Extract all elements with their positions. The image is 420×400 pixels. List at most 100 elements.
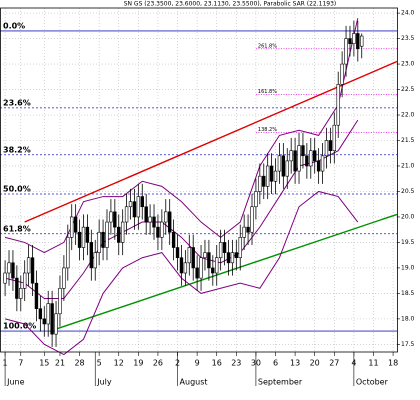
candle-body [7,262,11,274]
x-tick-label: 12 [114,359,124,368]
candle-body [332,124,336,151]
candle-body [289,150,293,162]
y-tick-label: 21.0 [401,162,415,169]
candle-body [42,318,46,325]
candle-body [167,211,172,233]
candle-body [309,150,313,167]
candle-body [93,252,97,269]
candle-body [101,231,105,248]
y-tick-label: 19.5 [401,239,415,246]
candle-body [312,150,317,162]
y-tick-label: 18.0 [401,315,415,322]
y-tick-label: 20.0 [401,213,415,220]
candle-body [38,308,43,320]
fib-label: 0.0% [3,21,25,30]
candle-body [97,231,101,253]
candle-body [203,252,207,259]
candle-body [120,221,125,243]
candle-body [113,211,117,228]
candle-body [199,257,203,279]
candle-body [26,257,31,274]
candle-body [117,226,121,243]
candle-body [70,216,74,238]
y-tick-label: 23.0 [401,61,415,68]
bollinger-band [4,18,359,254]
candle-body [46,303,50,325]
candle-body [11,262,15,279]
fib-label: 38.2% [3,145,31,154]
candle-body [336,84,340,126]
candle-body [89,242,94,269]
fib-label: 23.6% [3,98,31,107]
extension-label: 261.8% [258,43,277,49]
x-tick-label: 11 [368,359,378,368]
candle-body [281,155,286,177]
x-tick-label: 26 [153,359,163,368]
candle-body [301,145,305,157]
candle-body [246,226,250,233]
candle-body [328,140,333,151]
candle-body [320,155,325,172]
candle-body [148,216,152,223]
candle-body [269,165,274,182]
month-label: October [356,378,389,387]
x-tick-label: 13 [290,359,300,368]
candle-body [277,155,282,172]
month-label: June [6,378,25,387]
candle-body [54,313,58,335]
candle-body [195,267,199,279]
candle-body [211,267,215,274]
fib-label: 50.0% [3,185,31,194]
candle-body [3,272,7,284]
candle-body [242,226,246,238]
candle-body [187,247,191,264]
x-tick-label: 16 [212,359,222,368]
candle-body [179,257,184,274]
candle-body [316,160,321,172]
x-tick-label: 9 [195,359,200,368]
candle-body [207,252,211,269]
x-tick-label: 23 [231,359,241,368]
candle-body [73,216,78,233]
candle-body [324,140,329,157]
candle-body [50,303,54,335]
candle-body [254,191,258,208]
candle-body [356,33,360,50]
candle-body [144,206,148,223]
fib-label: 61.8% [3,224,31,233]
month-label: August [180,378,208,387]
candle-body [66,237,70,269]
candle-body [105,221,109,248]
x-tick-label: 19 [133,359,143,368]
candle-body [262,175,266,187]
x-tick-label: 20 [310,359,320,368]
candle-body [152,216,156,228]
candle-body [340,63,344,85]
candle-body [215,257,219,274]
candle-body [265,165,270,187]
candle-body [132,201,137,218]
candle-body [183,262,188,274]
candle-body [58,287,62,315]
candle-body [34,282,39,309]
candle-body [140,196,144,208]
trend-line [24,60,398,223]
candle-body [250,206,254,233]
candle-body [156,226,160,238]
x-tick-label: 21 [55,359,65,368]
candle-body [160,221,164,238]
x-tick-label: 28 [74,359,84,368]
month-label: September [258,378,303,387]
candle-body [285,160,289,177]
month-label: July [96,378,112,387]
candle-body [164,211,168,223]
extension-label: 161.8% [258,89,277,95]
candle-body [348,38,352,44]
fib-label: 100.0% [3,322,36,331]
extension-label: 138.2% [258,127,277,133]
candle-body [344,38,348,65]
candle-body [222,242,227,253]
x-tick-label: 15 [39,359,49,368]
